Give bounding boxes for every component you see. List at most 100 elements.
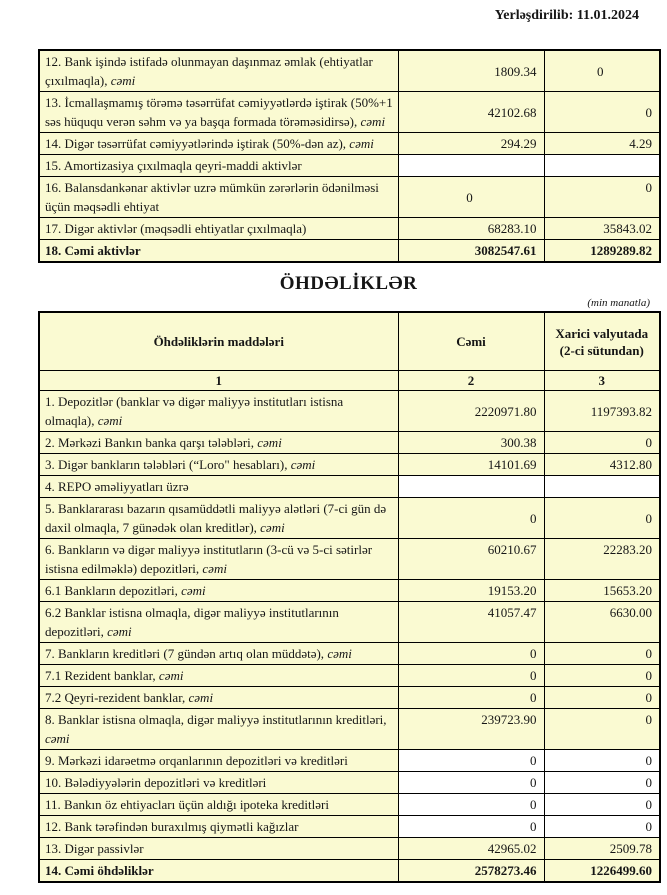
row-label-italic-suffix: cəmi <box>260 520 285 535</box>
table-row: 18. Cəmi aktivlər 3082547.61 1289289.82 <box>38 239 661 263</box>
table-row: 14. Cəmi öhdəliklər 2578273.46 1226499.60 <box>38 859 661 883</box>
table-row: 4. REPO əməliyyatları üzrə <box>38 475 661 498</box>
total-value-cell: 14101.69 <box>397 453 545 476</box>
column-index: 1 <box>38 370 399 391</box>
table-row: 6.1 Bankların depozitləri, cəmi 19153.20 1… <box>38 579 661 602</box>
table-row: 3. Digər bankların tələbləri (“Loro" hes… <box>38 453 661 476</box>
foreign-currency-value-cell: 6630.00 <box>543 601 661 643</box>
row-label-cell: 17. Digər aktivlər (məqsədli ehtiyatlar … <box>38 217 399 240</box>
table-row: 12. Bank tərəfindən buraxılmış qiymətli … <box>38 815 661 838</box>
foreign-currency-value-cell <box>543 475 661 498</box>
total-value-cell: 60210.67 <box>397 538 545 580</box>
assets-table: 12. Bank işində istifadə olunmayan daşın… <box>38 49 661 263</box>
row-label-cell: 4. REPO əməliyyatları üzrə <box>38 475 399 498</box>
row-label-cell: 14. Cəmi öhdəliklər <box>38 859 399 883</box>
foreign-currency-value-cell: 0 <box>543 771 661 794</box>
foreign-currency-value-cell: 4312.80 <box>543 453 661 476</box>
table-row: 13. Digər passivlər 42965.02 2509.78 <box>38 837 661 860</box>
total-value-cell: 0 <box>397 642 545 665</box>
total-value-cell: 0 <box>397 176 545 218</box>
row-label-italic-suffix: cəmi <box>188 690 214 705</box>
row-label-cell: 7.1 Rezident banklar, cəmi <box>38 664 399 687</box>
foreign-currency-value-cell: 4.29 <box>543 132 661 155</box>
foreign-currency-value-cell: 0 <box>543 815 661 838</box>
row-label-italic-suffix: cəmi <box>349 136 374 151</box>
total-value-cell: 2220971.80 <box>397 390 545 432</box>
table-row: 1. Depozitlər (banklar və digər maliyyə … <box>38 390 661 432</box>
row-label-italic-suffix: cəmi <box>290 457 316 472</box>
total-value-cell: 0 <box>397 664 545 687</box>
table-row: 10. Bələdiyyələrin depozitləri və kredit… <box>38 771 661 794</box>
row-label-cell: 7.2 Qeyri-rezident banklar, cəmi <box>38 686 399 709</box>
table-row: 7.1 Rezident banklar, cəmi 0 0 <box>38 664 661 687</box>
total-value-cell: 42102.68 <box>397 91 545 133</box>
total-value-cell: 294.29 <box>397 132 545 155</box>
foreign-currency-value-cell: 0 <box>543 686 661 709</box>
table-row: 8. Banklar istisna olmaqla, digər maliyy… <box>38 708 661 750</box>
row-label-italic-suffix: cəmi <box>107 624 132 639</box>
total-value-cell: 300.38 <box>397 431 545 454</box>
header-row: Öhdəliklərin maddələri Cəmi Xarici valyuta… <box>38 311 661 371</box>
row-label-cell: 12. Bank işində istifadə olunmayan daşın… <box>38 49 399 92</box>
column-index: 3 <box>543 370 661 391</box>
total-value-cell <box>397 475 545 498</box>
row-label-cell: 18. Cəmi aktivlər <box>38 239 399 263</box>
row-label-cell: 2. Mərkəzi Bankın banka qarşı tələbləri,… <box>38 431 399 454</box>
row-label-italic-suffix: cəmi <box>181 583 206 598</box>
total-value-cell: 0 <box>397 749 545 772</box>
row-label-cell: 1. Depozitlər (banklar və digər maliyyə … <box>38 390 399 432</box>
table-row: 6. Bankların və digər maliyyə institutla… <box>38 538 661 580</box>
foreign-currency-value-cell: 1289289.82 <box>543 239 661 263</box>
column-header: Cəmi <box>397 311 545 371</box>
row-label-italic-suffix: cəmi <box>327 646 352 661</box>
foreign-currency-value-cell: 0 <box>543 749 661 772</box>
foreign-currency-value-cell: 1226499.60 <box>543 859 661 883</box>
row-label-cell: 13. Digər passivlər <box>38 837 399 860</box>
table-row: 16. Balansdankənar aktivlər uzrə mümkün … <box>38 176 661 218</box>
foreign-currency-value-cell: 1197393.82 <box>543 390 661 432</box>
total-value-cell: 0 <box>397 771 545 794</box>
row-label-italic-suffix: cəmi <box>360 114 386 129</box>
row-label-cell: 6. Bankların və digər maliyyə institutla… <box>38 538 399 580</box>
total-value-cell: 2578273.46 <box>397 859 545 883</box>
row-label-cell: 3. Digər bankların tələbləri (“Loro" hes… <box>38 453 399 476</box>
table-row: 7.2 Qeyri-rezident banklar, cəmi 0 0 <box>38 686 661 709</box>
row-label-cell: 13. İcmallaşmamış törəmə təsərrüfat cəmi… <box>38 91 399 133</box>
row-label-cell: 14. Digər təsərrüfat cəmiyyətlərində işt… <box>38 132 399 155</box>
table-row: 14. Digər təsərrüfat cəmiyyətlərində işt… <box>38 132 661 155</box>
foreign-currency-value-cell: 0 <box>543 642 661 665</box>
row-label-cell: 6.2 Banklar istisna olmaqla, digər maliy… <box>38 601 399 643</box>
foreign-currency-value-cell: 0 <box>543 497 661 539</box>
column-index: 2 <box>397 370 545 391</box>
total-value-cell: 1809.34 <box>397 49 545 92</box>
row-label-italic-suffix: cəmi <box>97 413 123 428</box>
foreign-currency-value-cell: 0 <box>543 708 661 750</box>
row-label-cell: 9. Mərkəzi idarəetmə orqanlarının depozi… <box>38 749 399 772</box>
total-value-cell <box>397 154 545 177</box>
row-label-italic-suffix: cəmi <box>110 73 136 88</box>
total-value-cell: 19153.20 <box>397 579 545 602</box>
total-value-cell: 41057.47 <box>397 601 545 643</box>
row-label-cell: 11. Bankın öz ehtiyacları üçün aldığı ip… <box>38 793 399 816</box>
row-label-cell: 12. Bank tərəfindən buraxılmış qiymətli … <box>38 815 399 838</box>
section-title: ÖHDƏLİKLƏR <box>279 273 418 294</box>
table-row: 17. Digər aktivlər (məqsədli ehtiyatlar … <box>38 217 661 240</box>
table-row: 13. İcmallaşmamış törəmə təsərrüfat cəmi… <box>38 91 661 133</box>
row-label-italic-suffix: cəmi <box>257 435 282 450</box>
total-value-cell: 0 <box>397 793 545 816</box>
row-label-italic-suffix: cəmi <box>202 561 227 576</box>
foreign-currency-value-cell: 0 <box>543 176 661 218</box>
table-row: 2. Mərkəzi Bankın banka qarşı tələbləri,… <box>38 431 661 454</box>
total-value-cell: 0 <box>397 497 545 539</box>
row-label-italic-suffix: cəmi <box>45 731 70 746</box>
total-value-cell: 0 <box>397 686 545 709</box>
total-value-cell: 42965.02 <box>397 837 545 860</box>
row-label-cell: 6.1 Bankların depozitləri, cəmi <box>38 579 399 602</box>
column-header: Xarici valyutada (2-ci sütundan) <box>543 311 661 371</box>
posted-date: Yerləşdirilib: 11.01.2024 <box>494 8 639 23</box>
column-header: Öhdəliklərin maddələri <box>38 311 399 371</box>
total-value-cell: 68283.10 <box>397 217 545 240</box>
row-label-cell: 5. Banklararası bazarın qısamüddətli mal… <box>38 497 399 539</box>
foreign-currency-value-cell: 0 <box>543 49 661 92</box>
